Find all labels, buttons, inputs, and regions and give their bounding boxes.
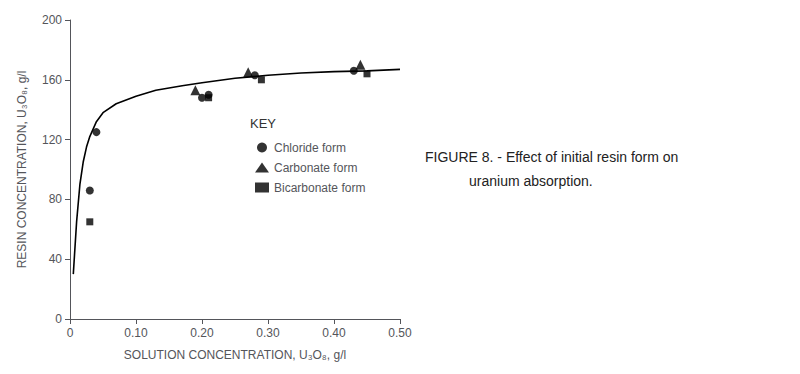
svg-text:Carbonate form: Carbonate form (274, 161, 357, 175)
svg-text:SOLUTION CONCENTRATION, U₃O₈,: SOLUTION CONCENTRATION, U₃O₈, g/l (124, 348, 346, 362)
svg-text:KEY: KEY (250, 116, 276, 131)
svg-text:0.10: 0.10 (124, 326, 148, 340)
svg-text:Bicarbonate form: Bicarbonate form (274, 181, 365, 195)
svg-text:0: 0 (67, 326, 74, 340)
svg-text:80: 80 (49, 192, 63, 206)
svg-text:200: 200 (42, 13, 62, 27)
svg-text:0.30: 0.30 (256, 326, 280, 340)
svg-text:40: 40 (49, 252, 63, 266)
svg-text:0: 0 (55, 312, 62, 326)
svg-text:160: 160 (42, 73, 62, 87)
svg-text:Chloride form: Chloride form (274, 141, 346, 155)
svg-text:120: 120 (42, 133, 62, 147)
svg-text:0.40: 0.40 (322, 326, 346, 340)
svg-text:RESIN CONCENTRATION, U₃O₈, g/l: RESIN CONCENTRATION, U₃O₈, g/l (15, 71, 29, 269)
svg-text:0.50: 0.50 (388, 326, 412, 340)
svg-text:0.20: 0.20 (190, 326, 214, 340)
svg-text:uranium absorption.: uranium absorption. (469, 173, 593, 189)
svg-text:FIGURE 8. - Effect of initial: FIGURE 8. - Effect of initial resin form… (425, 149, 678, 165)
